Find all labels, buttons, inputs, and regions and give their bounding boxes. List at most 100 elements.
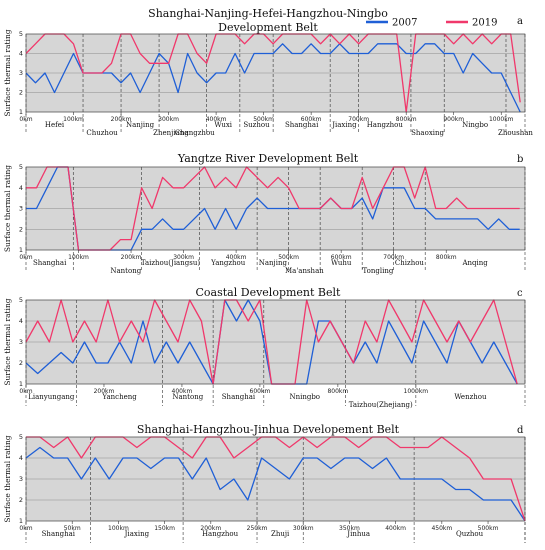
panel-d: Shanghai-Hangzhou-Jinhua Developement Be… [3, 423, 526, 543]
legend: 2007 2019 [366, 18, 497, 29]
region-label-hefei: Hefei [45, 121, 65, 129]
region-label-nanjing: Nanjing [126, 121, 155, 129]
x-tick-label: 300km [293, 525, 314, 532]
region-label-yancheng: Yancheng [101, 393, 137, 401]
region-label-shanghai: Shanghai [285, 121, 319, 129]
x-tick-label: 600km [250, 388, 271, 395]
panel-letter: b [517, 154, 523, 165]
region-label-zhuji: Zhuji [271, 530, 290, 538]
x-tick-label: 200km [200, 525, 221, 532]
plot-frame [25, 299, 526, 385]
x-tick-label: 100km [68, 254, 89, 261]
region-label-nantong: Nantong [110, 267, 141, 275]
x-tick-label: 500km [478, 525, 499, 532]
region-label-yangzhou: Yangzhou [210, 259, 246, 267]
x-tick-label: 200km [121, 254, 142, 261]
plot-frame [25, 436, 526, 522]
x-tick-label: 100km [63, 116, 84, 123]
y-tick-label: 5 [19, 163, 23, 171]
region-label-jiaxing: Jiaxing [124, 530, 150, 538]
x-tick-label: 500km [278, 254, 299, 261]
y-tick-label: 3 [19, 69, 23, 77]
x-tick-label: 150km [154, 525, 175, 532]
y-axis-label: Surface thermal rating [3, 298, 12, 385]
y-tick-label: 4 [19, 317, 23, 325]
x-tick-label: 400km [226, 254, 247, 261]
panel-letter: a [517, 16, 523, 27]
region-label-shanghai: Shanghai [33, 259, 67, 267]
x-tick-label: 800km [436, 254, 457, 261]
region-label-ma-anshan: Ma'anshan [285, 267, 324, 275]
x-tick-label: 250km [247, 525, 268, 532]
region-label-jiaxing: Jiaxing [331, 121, 357, 129]
panel-letter: d [517, 425, 524, 436]
panel-title: Coastal Development Belt [196, 286, 342, 299]
region-label-suzhou: Suzhou [243, 121, 270, 129]
x-tick-label: 1000km [404, 388, 429, 395]
series-line-2007 [25, 446, 526, 522]
y-tick-label: 3 [19, 338, 23, 346]
legend-label-2019: 2019 [472, 18, 497, 29]
y-axis-label: Surface thermal rating [3, 29, 12, 116]
x-tick-label: 700km [348, 116, 369, 123]
x-tick-label: 700km [383, 254, 404, 261]
y-axis-label: Surface thermal rating [3, 435, 12, 522]
region-label-changzhou: Changzhou [175, 129, 215, 137]
region-label-hangzhou: Hangzhou [202, 530, 239, 538]
region-label-zhenjiang: Zhenjiang [153, 129, 189, 137]
x-tick-label: 400km [172, 388, 193, 395]
y-tick-label: 5 [19, 433, 23, 441]
panel-a: Shanghai-Nanjing-Hefei-Hangzhou-NingboDe… [3, 7, 533, 137]
region-label-chuzhou: Chuzhou [86, 129, 118, 137]
panel-c: Coastal Development Belt c 1 2 3 4 5 Surface th… [3, 286, 526, 409]
y-tick-label: 5 [19, 296, 23, 304]
region-label-tongling: Tongling [363, 267, 394, 275]
x-tick-label: 300km [173, 254, 194, 261]
region-label-nantong: Nantong [172, 393, 203, 401]
x-tick-label: 900km [443, 116, 464, 123]
x-tick-label: 500km [253, 116, 274, 123]
x-tick-label: 400km [385, 525, 406, 532]
y-tick-label: 2 [19, 225, 23, 233]
x-tick-label: 0km [19, 388, 32, 395]
x-tick-label: 400km [206, 116, 227, 123]
y-tick-label: 3 [19, 205, 23, 213]
x-tick-label: 200km [94, 388, 115, 395]
y-tick-label: 1 [19, 246, 23, 254]
region-label-zhoushan: Zhoushan [498, 129, 533, 137]
region-label-chizhou: Chizhou [395, 259, 425, 267]
y-tick-label: 4 [19, 454, 23, 462]
panel-b: Yangtze River Development Belt b 1 2 3 4 5 Surf… [3, 152, 526, 275]
region-label-nningbo: Nningbo [289, 393, 320, 401]
region-label-lianyungang: Lianyungang [28, 393, 75, 401]
panel-letter: c [517, 288, 523, 299]
legend-label-2007: 2007 [392, 18, 417, 29]
x-tick-label: 350km [339, 525, 360, 532]
panel-title-line1: Shanghai-Nanjing-Hefei-Hangzhou-Ningbo [148, 7, 388, 20]
panel-title-line2: Development Belt [218, 21, 318, 34]
x-tick-label: 50km [64, 525, 81, 532]
x-tick-label: 0km [19, 116, 32, 123]
y-tick-label: 4 [19, 184, 23, 192]
x-tick-label: 450km [431, 525, 452, 532]
y-tick-label: 5 [19, 30, 23, 38]
y-tick-label: 4 [19, 50, 23, 58]
x-tick-label: 300km [158, 116, 179, 123]
x-tick-label: 800km [327, 388, 348, 395]
region-label-nanjing: Nanjing [259, 259, 288, 267]
y-tick-label: 1 [19, 380, 23, 388]
series-line-2007 [25, 43, 521, 113]
region-label-taizhou-zhejiang-: Taizhou(Zhejiang) [349, 401, 413, 409]
region-label-shanghai: Shanghai [222, 393, 256, 401]
x-tick-label: 0km [19, 254, 32, 261]
region-label-wenzhou: Wenzhou [454, 393, 487, 401]
y-tick-label: 2 [19, 89, 23, 97]
region-label-quzhou: Quzhou [456, 530, 484, 538]
region-label-wuxi: Wuxi [214, 121, 232, 129]
region-label-shanghai: Shanghai [42, 530, 76, 538]
y-axis-label: Surface thermal rating [3, 165, 12, 252]
region-label-anqing: Anqing [461, 259, 488, 267]
region-label-wuhu: Wuhu [331, 259, 352, 267]
y-tick-label: 2 [19, 359, 23, 367]
